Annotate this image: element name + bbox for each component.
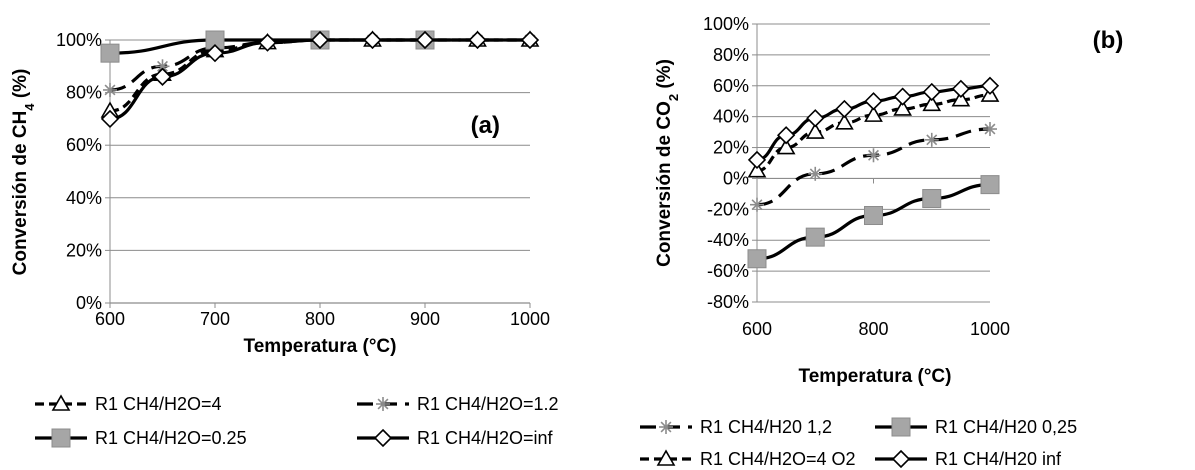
y-tick-label: -40% (707, 230, 749, 250)
data-point (103, 83, 117, 97)
y-tick-label: 20% (66, 240, 102, 260)
data-point-shape (836, 101, 852, 117)
y-tick-label: -60% (707, 261, 749, 281)
data-point-shape (866, 93, 882, 109)
x-axis-label: Temperatura (°C) (799, 366, 952, 387)
legend-marker-shape (375, 430, 391, 446)
data-point (953, 81, 969, 97)
legend-label: R1 CH4/H2O=0.25 (95, 428, 247, 448)
data-point (983, 122, 997, 136)
x-tick-label: 600 (742, 319, 772, 339)
legend-label: R1 CH4/H20 1,2 (700, 417, 832, 437)
x-tick-label: 1000 (970, 319, 1010, 339)
data-point (778, 127, 794, 143)
legend-item: R1 CH4/H20 0,25 (875, 417, 1077, 437)
x-tick-label: 1000 (510, 309, 550, 329)
legend-marker (659, 420, 673, 434)
x-tick-label: 600 (95, 309, 125, 329)
legend: R1 CH4/H2O=4 R1 CH4/H2O=1.2 R1 CH4/H2O=0.2… (35, 394, 559, 448)
data-point-shape (895, 89, 911, 105)
y-tick-label: 60% (713, 76, 749, 96)
x-tick-label: 800 (858, 319, 888, 339)
data-point (836, 101, 852, 117)
y-tick-label: 60% (66, 135, 102, 155)
legend-marker (893, 451, 909, 467)
data-point-shape (807, 110, 823, 126)
legend-label: R1 CH4/H20 0,25 (935, 417, 1077, 437)
chart-panel-b: -80% -60% -40% -20% 0% 20% 40% 60% 80% 100% 600 800… (640, 14, 1123, 469)
data-point (807, 110, 823, 126)
legend-item: R1 CH4/H2O=1.2 (357, 394, 559, 414)
data-point (867, 148, 881, 162)
data-point (866, 93, 882, 109)
legend-marker (52, 429, 70, 447)
legend-marker (892, 418, 910, 436)
data-point-shape (865, 207, 883, 225)
legend-marker-shape (52, 429, 70, 447)
legend-item: R1 CH4/H2O=inf (357, 428, 554, 448)
data-point (982, 78, 998, 94)
legend-item: R1 CH4/H20 1,2 (640, 417, 832, 437)
data-point (101, 44, 119, 62)
y-tick-label: 80% (66, 83, 102, 103)
data-point (923, 190, 941, 208)
data-point-shape (778, 127, 794, 143)
data-point-shape (924, 84, 940, 100)
data-point-shape (982, 78, 998, 94)
data-point-shape (953, 81, 969, 97)
data-point (750, 198, 764, 212)
data-point (895, 89, 911, 105)
data-point (865, 207, 883, 225)
legend-label: R1 CH4/H20 inf (935, 449, 1062, 469)
y-tick-label: 100% (703, 14, 749, 34)
legend-item: R1 CH4/H2O=4 (35, 394, 222, 414)
data-point (925, 133, 939, 147)
legend-marker (375, 430, 391, 446)
data-point-shape (155, 69, 171, 85)
y-tick-label: -20% (707, 199, 749, 219)
y-tick-label: 0% (723, 168, 749, 188)
data-point (155, 69, 171, 85)
data-point (924, 84, 940, 100)
x-tick-label: 900 (410, 309, 440, 329)
legend-item: R1 CH4/H2O=4 O2 (640, 449, 856, 469)
legend-label: R1 CH4/H2O=inf (417, 428, 554, 448)
data-point (981, 176, 999, 194)
data-point (808, 167, 822, 181)
chart-panel-a: 0%20%40%60%80%100%600 700 800 900 1000Temper… (10, 30, 559, 448)
y-tick-label: 40% (66, 188, 102, 208)
legend-item: R1 CH4/H20 inf (875, 449, 1062, 469)
data-point-shape (101, 44, 119, 62)
panel-label: (a) (471, 112, 500, 139)
y-tick-label: -80% (707, 292, 749, 312)
legend-label: R1 CH4/H2O=4 O2 (700, 449, 856, 469)
x-axis-label: Temperatura (°C) (244, 336, 397, 357)
y-tick-label: 40% (713, 107, 749, 127)
data-point (806, 228, 824, 246)
data-point-shape (981, 176, 999, 194)
legend-label: R1 CH4/H2O=1.2 (417, 394, 559, 414)
data-point (748, 250, 766, 268)
y-tick-label: 80% (713, 45, 749, 65)
panel-label: (b) (1093, 27, 1124, 54)
y-axis-label: Conversión de CO2 (%) (654, 59, 681, 267)
legend-label: R1 CH4/H2O=4 (95, 394, 222, 414)
series-line (110, 40, 530, 119)
legend-item: R1 CH4/H2O=0.25 (35, 428, 247, 448)
data-point-shape (748, 250, 766, 268)
legend-marker-shape (892, 418, 910, 436)
x-tick-label: 700 (200, 309, 230, 329)
y-tick-label: 100% (56, 30, 102, 50)
data-point-shape (923, 190, 941, 208)
data-point-shape (749, 152, 765, 168)
y-tick-label: 20% (713, 138, 749, 158)
data-point (749, 152, 765, 168)
legend-marker-shape (893, 451, 909, 467)
legend-marker (376, 397, 390, 411)
y-axis-label: Conversión de CH4 (%) (10, 69, 37, 276)
data-point-shape (806, 228, 824, 246)
x-tick-label: 800 (305, 309, 335, 329)
legend: R1 CH4/H20 1,2 R1 CH4/H20 0,25 R1 CH4/H2O=… (640, 417, 1077, 469)
